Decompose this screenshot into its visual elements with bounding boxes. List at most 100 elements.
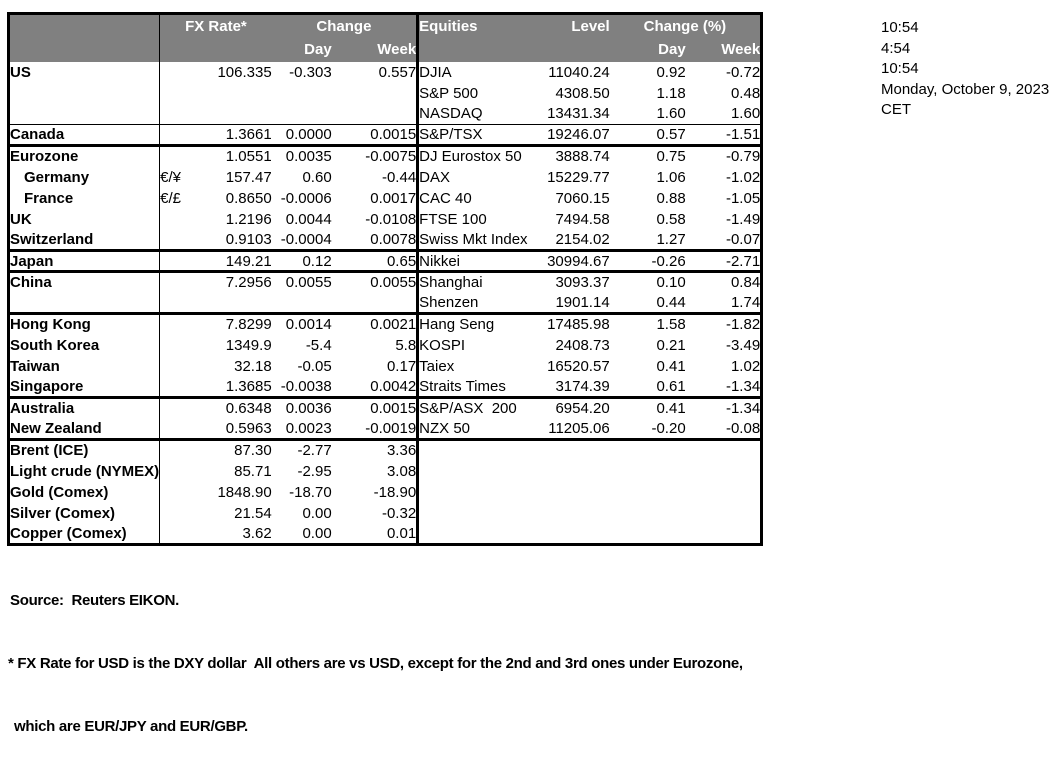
row-label: Silver (Comex) [8, 502, 161, 524]
fx-change-week: -0.32 [381, 504, 417, 522]
equity-name: S&P 500 [416, 82, 534, 104]
equity-level: 19246.07 [533, 124, 610, 146]
equity-level: 3093.37 [533, 270, 610, 293]
table-row: China 7.2956 0.0055 0.0055 Shanghai 3093.37 0.… [8, 270, 762, 293]
fx-change-week [332, 293, 418, 314]
currency-pair [159, 396, 188, 419]
equity-change-day: 0.75 [609, 144, 686, 167]
fx-change-week: 0.0015 [331, 124, 418, 146]
equity-level: 7494.58 [555, 210, 610, 228]
equity-change-day: 0.58 [656, 210, 686, 228]
equity-change-week: -1.34 [685, 396, 762, 419]
equity-change-day: 0.57 [609, 124, 686, 146]
currency-pair [160, 524, 188, 545]
equity-change-day [610, 461, 686, 482]
equity-change-week: -2.71 [685, 249, 762, 272]
fx-change-day: 0.0055 [271, 270, 332, 293]
row-label [8, 103, 161, 125]
time-tertiary: 10:54 [881, 60, 919, 77]
table-row: US 106.335 -0.303 0.557 DJIA 11040.24 0.92 -0.7… [8, 61, 762, 83]
fx-rate-value: 1349.9 [225, 336, 272, 354]
equity-change-week [686, 461, 762, 482]
fx-change-week: 5.8 [395, 336, 417, 354]
equity-level [533, 438, 610, 461]
equity-change-day: 0.44 [656, 293, 686, 311]
region-column-header [8, 13, 161, 62]
fx-change-week: -0.0075 [331, 144, 418, 167]
equity-change-week: 1.74 [730, 293, 761, 311]
currency-pair [160, 209, 188, 230]
equity-change-day: 1.18 [656, 84, 686, 102]
fx-rate-value: 21.54 [234, 504, 272, 522]
row-label: Taiwan [8, 355, 161, 377]
fx-rate-subheader-blank [159, 37, 272, 62]
equity-level [534, 524, 610, 545]
table-row: Germany €/¥ 157.47 0.60 -0.44 DAX 15229.77 1.06… [8, 166, 762, 188]
equity-name: S&P/ASX 200 [416, 396, 534, 419]
fx-change-week: 0.0078 [370, 230, 417, 248]
fx-change-week: 0.0055 [331, 270, 418, 293]
equity-level: 2154.02 [555, 230, 610, 248]
equity-name: DAX [416, 166, 534, 188]
equity-change-day [610, 503, 686, 524]
fx-change-day [272, 293, 332, 314]
equity-name: S&P/TSX [416, 124, 534, 146]
table-row: UK 1.2196 0.0044 -0.0108 FTSE 100 7494.58 0.58… [8, 208, 762, 230]
currency-pair [160, 503, 188, 524]
equity-change-day: 1.27 [656, 230, 686, 248]
fx-rate-value: 7.8299 [187, 312, 272, 335]
equity-name: Taiex [416, 355, 534, 377]
table-row: Japan 149.21 0.12 0.65 Nikkei 30994.67 -0.26 -2… [8, 249, 762, 272]
equity-level: 2408.73 [555, 336, 610, 354]
fx-rate-value [188, 293, 272, 314]
row-label: Light crude (NYMEX) [8, 460, 161, 482]
table-row: Copper (Comex) 3.62 0.00 0.01 [8, 523, 762, 545]
row-label: Japan [8, 249, 161, 272]
currency-pair [160, 482, 188, 503]
fx-change-day [272, 104, 332, 125]
equity-level: 15229.77 [547, 168, 610, 186]
equity-change-day [610, 524, 686, 545]
fx-rate-value: 0.9103 [225, 230, 272, 248]
equity-change-week: 1.02 [730, 357, 761, 375]
market-table: FX Rate* Change Equities Level Change (%… [7, 12, 764, 546]
fx-change-week: 0.0021 [331, 312, 418, 335]
equity-change-day: 0.88 [656, 189, 686, 207]
fx-change-week: -18.90 [373, 483, 417, 501]
fx-rate-value: 0.8650 [225, 189, 272, 207]
equity-change-week: -1.05 [725, 189, 761, 207]
row-label: Canada [8, 124, 161, 146]
table-header: FX Rate* Change Equities Level Change (%… [8, 13, 762, 62]
equity-level: 6954.20 [533, 396, 610, 419]
currency-pair [160, 293, 188, 314]
fx-change-day: 0.00 [302, 504, 332, 522]
fx-rate-value [188, 104, 272, 125]
row-label: Brent (ICE) [8, 438, 161, 461]
fx-week-header: Week [331, 37, 418, 62]
fx-change-day: 0.12 [271, 249, 332, 272]
currency-pair [159, 312, 188, 335]
fx-change-day: -0.0006 [280, 189, 332, 207]
equity-change-week: -1.02 [725, 168, 761, 186]
equity-change-day: 1.60 [656, 105, 686, 123]
equity-change-day: 0.21 [656, 336, 686, 354]
fx-change-week: 0.0015 [331, 396, 418, 419]
row-label: Switzerland [8, 229, 161, 251]
equity-change-week: 1.60 [730, 105, 761, 123]
equity-name: Swiss Mkt Index [416, 229, 534, 251]
equity-change-day: 0.10 [609, 270, 686, 293]
equity-name [416, 481, 534, 503]
equity-change-day: 1.58 [609, 312, 686, 335]
equity-change-week [686, 524, 762, 545]
fx-change-week: 0.557 [378, 63, 417, 81]
time-local: 10:54 [881, 19, 919, 36]
table-row: France €/£ 0.8650 -0.0006 0.0017 CAC 40 7060.1… [8, 187, 762, 209]
fx-change-week: 0.01 [386, 524, 417, 542]
equity-level: 17485.98 [533, 312, 610, 335]
equity-level: 4308.50 [555, 84, 610, 102]
fx-change-day: -0.0004 [280, 230, 332, 248]
equity-change-week: -0.08 [725, 419, 761, 437]
row-label: South Korea [8, 334, 161, 356]
fx-change-header: Change [271, 13, 418, 38]
equity-name: Shanghai [416, 270, 534, 293]
